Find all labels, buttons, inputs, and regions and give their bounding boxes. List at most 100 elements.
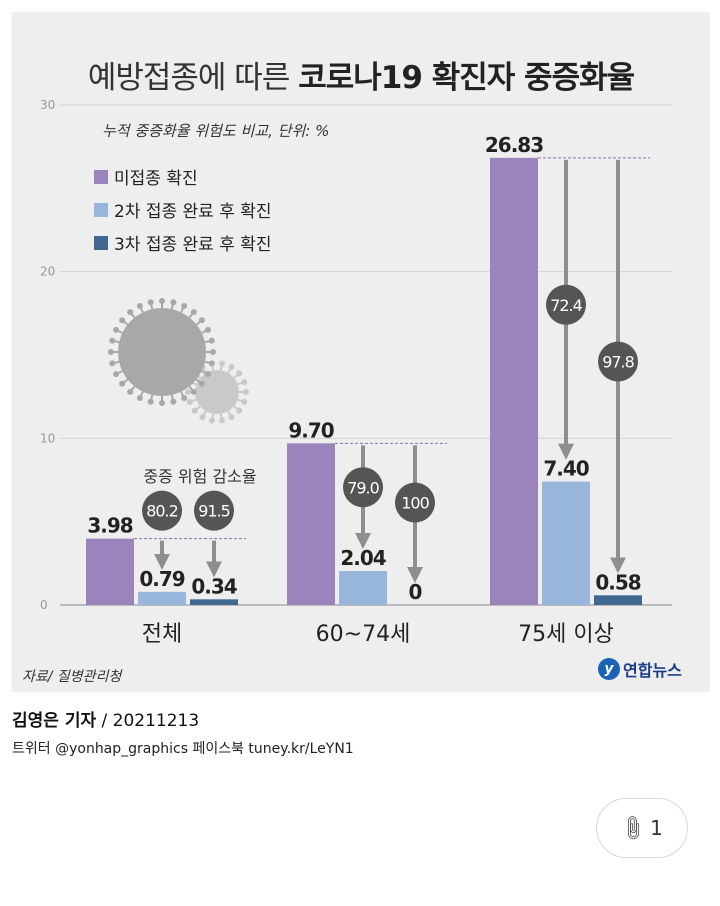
y-tick-label: 10 xyxy=(40,431,55,445)
bar xyxy=(339,571,387,605)
data-label: 26.83 xyxy=(485,133,543,157)
legend-item-2nd-dose: 2차 접종 완료 후 확진 xyxy=(94,193,272,226)
virus-spike-tip xyxy=(204,371,211,378)
y-tick-label: 30 xyxy=(40,98,55,112)
virus-body xyxy=(195,370,239,414)
data-label: 2.04 xyxy=(340,546,385,570)
y-tick-label: 0 xyxy=(40,598,48,612)
data-label: 7.40 xyxy=(543,457,588,481)
virus-spike-tip xyxy=(113,326,120,333)
virus-spike-tip xyxy=(241,398,248,405)
source-note: 자료/ 질병관리청 xyxy=(22,669,122,685)
virus-spike-tip xyxy=(199,414,206,421)
legend: 미접종 확진 2차 접종 완료 후 확진 3차 접종 완료 후 확진 xyxy=(94,160,272,259)
reduction-value: 79.0 xyxy=(347,478,379,497)
caption-author: 김영은 기자 / 20211213 xyxy=(12,706,199,731)
virus-spike-tip xyxy=(228,363,235,370)
virus-spike-tip xyxy=(219,360,226,367)
bar xyxy=(190,599,238,605)
bar xyxy=(287,443,335,605)
virus-spike-tip xyxy=(243,389,249,395)
virus-spike-tip xyxy=(170,299,177,306)
chart: 0 10 20 30 3.98 0.79 0.34 80.2 91.5 전체 9.70 2.04 0 79… xyxy=(40,98,672,647)
virus-spike-tip xyxy=(191,407,198,414)
chart-title: 예방접종에 따른 코로나19 확진자 중증화율 xyxy=(12,52,710,97)
legend-label: 3차 접종 완료 후 확진 xyxy=(114,235,272,255)
legend-item-3rd-dose: 3차 접종 완료 후 확진 xyxy=(94,226,272,259)
data-label: 0 xyxy=(409,580,422,604)
reduction-circle xyxy=(598,341,638,382)
author-name: 김영은 기자 xyxy=(12,711,97,731)
virus-spike-tip xyxy=(204,326,211,333)
reduction-title: 중증 위험 감소율 xyxy=(143,467,256,486)
publish-date: / 20211213 xyxy=(96,711,200,731)
attachment-count: 1 xyxy=(650,816,663,840)
data-label: 0.34 xyxy=(191,574,236,598)
y-tick-label: 20 xyxy=(40,265,55,279)
attachment-button[interactable]: 📎︎ 1 xyxy=(596,798,688,858)
legend-swatch xyxy=(94,202,108,217)
virus-spike-tip xyxy=(181,303,188,310)
legend-swatch xyxy=(94,235,108,250)
virus-spike-tip xyxy=(208,360,215,367)
reduction-value: 97.8 xyxy=(602,353,634,372)
virus-spike-tip xyxy=(210,349,216,355)
yonhap-logo-icon: y xyxy=(598,658,620,680)
virus-spike-tip xyxy=(190,309,197,316)
virus-spike-tip xyxy=(241,379,248,386)
virus-spike-tip xyxy=(190,388,197,395)
virus-spike-tip xyxy=(236,370,243,377)
virus-spike-tip xyxy=(119,380,126,387)
reduction-circle xyxy=(194,490,234,531)
x-tick-label: 60~74세 xyxy=(316,622,411,647)
virus-body xyxy=(118,308,206,396)
legend-label: 2차 접종 완료 후 확진 xyxy=(114,202,272,222)
paperclip-icon: 📎︎ xyxy=(617,812,649,844)
chart-subtitle: 누적 중증화율 위험도 비교, 단위: % xyxy=(102,122,330,140)
virus-spike-tip xyxy=(136,394,143,401)
virus-spike-tip xyxy=(109,360,116,367)
chart-title-bold: 코로나19 확진자 중증화율 xyxy=(298,60,635,96)
virus-spike-tip xyxy=(219,417,226,424)
bar xyxy=(86,538,134,605)
caption-links: 트위터 @yonhap_graphics 페이스북 tuney.kr/LeYN1 xyxy=(12,741,354,757)
virus-illustration xyxy=(108,298,249,424)
virus-spike-tip xyxy=(113,371,120,378)
virus-spike-tip xyxy=(198,317,205,324)
virus-spike-tip xyxy=(181,394,188,401)
data-label: 3.98 xyxy=(87,514,132,538)
x-tick-label: 75세 이상 xyxy=(518,622,614,647)
virus-spike-tip xyxy=(109,337,116,344)
legend-item-unvaccinated: 미접종 확진 xyxy=(94,160,272,193)
infographic: 0 10 20 30 3.98 0.79 0.34 80.2 91.5 전체 9.70 2.04 0 79… xyxy=(12,12,710,692)
virus-spike-tip xyxy=(198,380,205,387)
virus-spike-tip xyxy=(208,417,215,424)
reduction-value: 72.4 xyxy=(550,296,582,315)
virus-spike-tip xyxy=(127,388,134,395)
virus-spike-tip xyxy=(159,400,165,406)
virus-spike-tip xyxy=(108,349,114,355)
virus-spike-tip xyxy=(208,337,215,344)
virus-spike-tip xyxy=(186,398,193,405)
reduction-circle xyxy=(343,467,383,508)
data-label: 0.79 xyxy=(139,567,184,591)
legend-label: 미접종 확진 xyxy=(114,169,198,189)
data-label: 0.58 xyxy=(595,570,640,594)
bar xyxy=(490,157,538,606)
bar xyxy=(594,595,642,605)
virus-spike-tip xyxy=(159,298,165,304)
reduction-circle xyxy=(395,482,435,523)
bar xyxy=(138,591,186,605)
virus-spike-tip xyxy=(236,407,243,414)
virus-spike-tip xyxy=(170,398,177,405)
chart-title-normal: 예방접종에 따른 xyxy=(87,60,290,96)
virus-spike-tip xyxy=(228,414,235,421)
bar xyxy=(542,481,590,605)
virus-spike-tip xyxy=(119,317,126,324)
reduction-circle xyxy=(142,490,182,531)
reduction-circle xyxy=(546,284,586,325)
reduction-value: 100 xyxy=(401,494,429,513)
virus-spike-tip xyxy=(185,389,191,395)
x-tick-label: 전체 xyxy=(142,622,182,647)
reduction-value: 80.2 xyxy=(146,502,178,521)
